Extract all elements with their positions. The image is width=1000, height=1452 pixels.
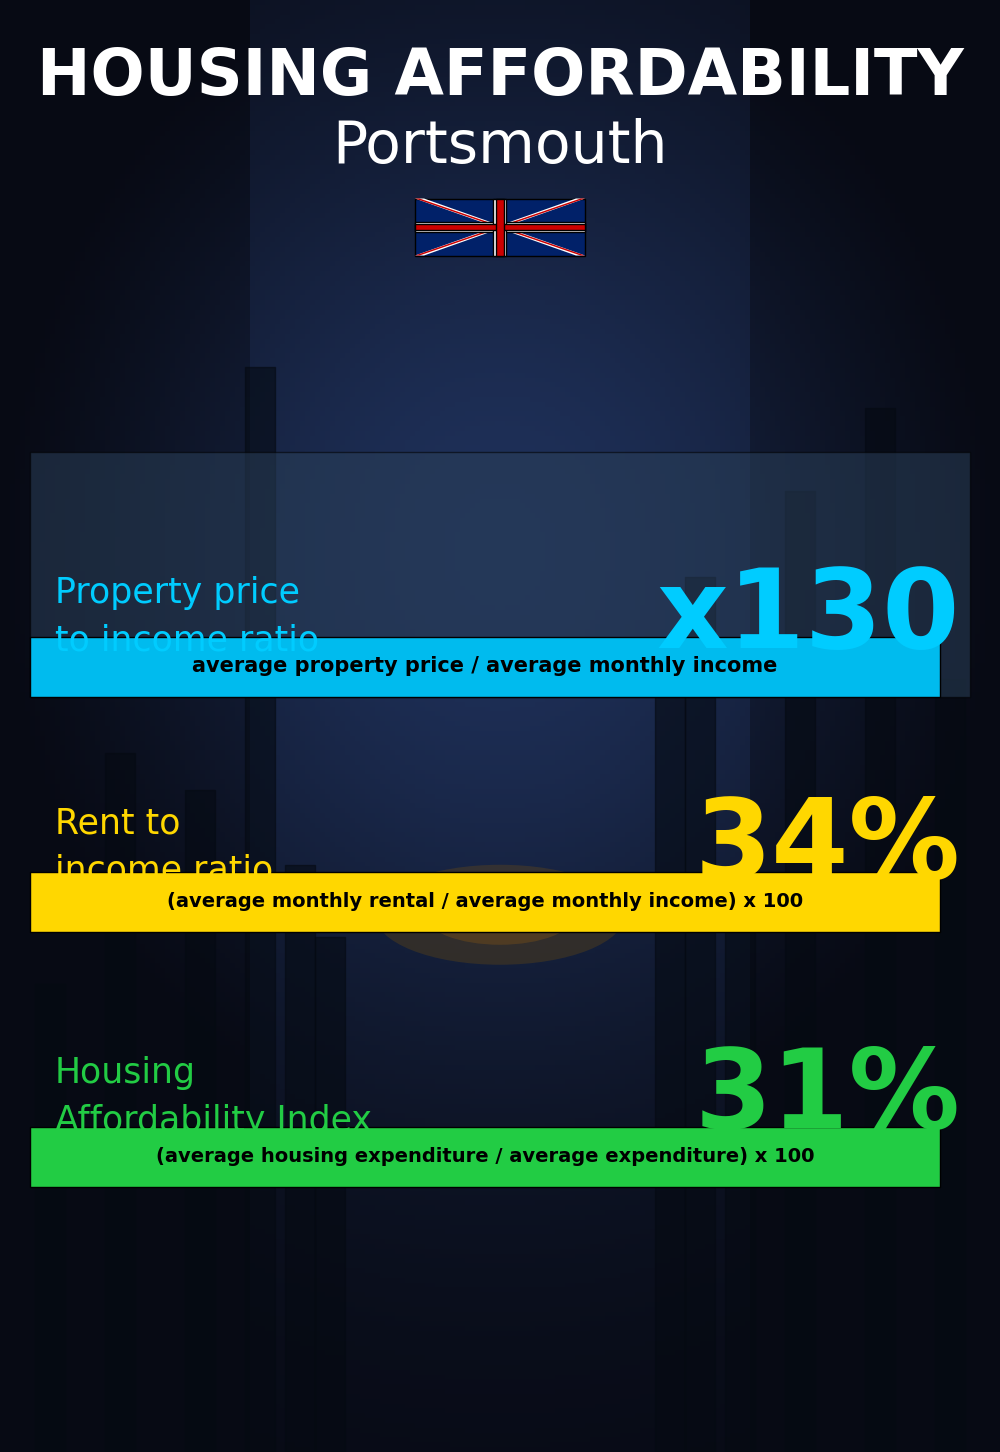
FancyBboxPatch shape: [30, 1127, 940, 1186]
Polygon shape: [415, 199, 585, 256]
Text: Rent to
income ratio: Rent to income ratio: [55, 806, 273, 887]
FancyBboxPatch shape: [415, 222, 585, 232]
Polygon shape: [415, 199, 585, 256]
Text: HOUSING AFFORDABILITY: HOUSING AFFORDABILITY: [37, 46, 963, 107]
FancyBboxPatch shape: [415, 199, 585, 256]
FancyBboxPatch shape: [493, 199, 506, 256]
Text: average property price / average monthly income: average property price / average monthly…: [192, 656, 778, 677]
Text: Property price
to income ratio: Property price to income ratio: [55, 576, 319, 658]
Text: Housing
Affordability Index: Housing Affordability Index: [55, 1056, 372, 1138]
FancyBboxPatch shape: [30, 452, 970, 697]
FancyBboxPatch shape: [496, 199, 504, 256]
Ellipse shape: [425, 884, 575, 945]
Polygon shape: [415, 199, 585, 256]
FancyBboxPatch shape: [415, 224, 585, 231]
FancyBboxPatch shape: [30, 637, 940, 697]
Text: (average housing expenditure / average expenditure) x 100: (average housing expenditure / average e…: [156, 1147, 814, 1166]
Text: 34%: 34%: [694, 793, 960, 900]
FancyBboxPatch shape: [30, 873, 940, 932]
Text: x130: x130: [656, 563, 960, 671]
Text: 31%: 31%: [694, 1044, 960, 1150]
Text: (average monthly rental / average monthly income) x 100: (average monthly rental / average monthl…: [167, 892, 803, 910]
Polygon shape: [415, 199, 585, 256]
Ellipse shape: [375, 865, 625, 964]
Text: Portsmouth: Portsmouth: [332, 119, 668, 176]
